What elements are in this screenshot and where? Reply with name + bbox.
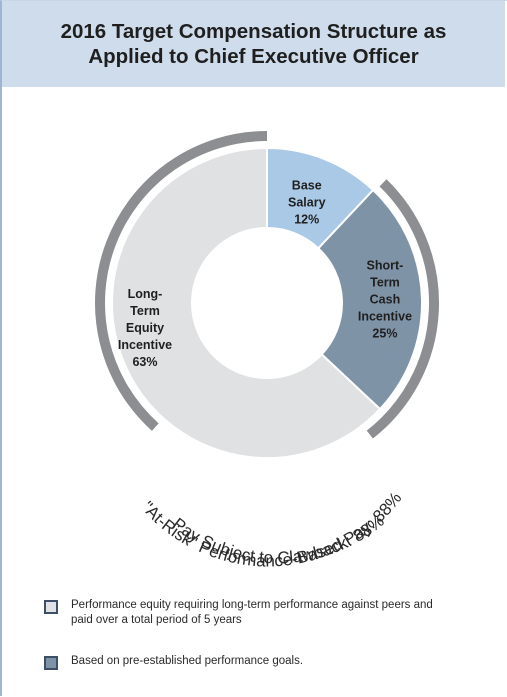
chart-title-line-2: Applied to Chief Executive Officer (88, 45, 419, 68)
donut-hole (192, 228, 342, 378)
at-risk-ring (95, 131, 439, 439)
chart-header: 2016 Target Compensation Structure as Ap… (2, 1, 505, 87)
chart-title: 2016 Target Compensation Structure as Ap… (2, 1, 505, 69)
slice-label-long-term-equity-incentive: Long-Term Equity Incentive 63% (118, 287, 172, 369)
slice-labels-group: Base Salary 12% Short-Term Cash Incentive 25% L… (118, 179, 412, 369)
slice-label-base-salary: Base Salary 12% (288, 179, 326, 227)
legend-text-performance-equity: Performance equity requiring long-term p… (71, 599, 433, 626)
legend-swatch-dark (44, 656, 58, 670)
slice-label-short-term-cash-incentive: Short-Term Cash Incentive 25% (358, 258, 412, 340)
chart-title-line-1: 2016 Target Compensation Structure as (60, 20, 447, 43)
ring-segment-left (95, 131, 268, 431)
legend-item-performance-goals: Based on pre-established performance goa… (44, 654, 451, 670)
ring-segment-right (366, 179, 439, 439)
legend-swatch-light (44, 600, 58, 614)
legend-item-performance-equity: Performance equity requiring long-term p… (44, 598, 451, 628)
legend-text-performance-goals: Based on pre-established performance goa… (71, 655, 304, 667)
arc-label-clawback: Pay Subject to Clawback: 88% (169, 511, 388, 567)
